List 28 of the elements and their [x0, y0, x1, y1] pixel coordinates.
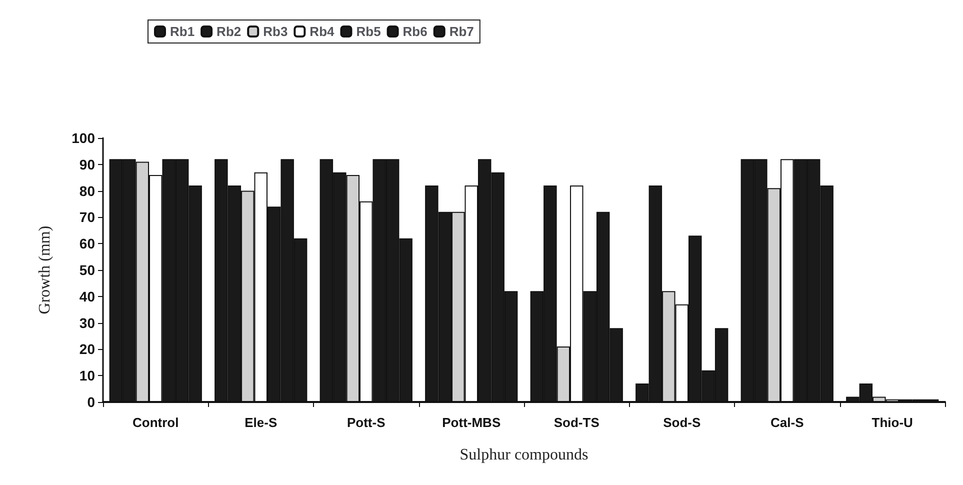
y-tick-label: 40 — [79, 288, 96, 304]
x-tick-label: Sod-S — [663, 415, 701, 430]
x-tick-label: Pott-MBS — [442, 415, 501, 430]
y-tick-label: 100 — [72, 130, 96, 146]
y-tick-label: 20 — [79, 341, 96, 358]
legend-label: Rb6 — [402, 24, 428, 39]
y-tick-label: 10 — [79, 368, 96, 384]
legend-label: Rb7 — [449, 24, 474, 39]
x-axis-title: Sulphur compounds — [460, 446, 588, 464]
x-tick-label: Control — [132, 415, 179, 430]
legend-label: Rb5 — [356, 24, 381, 39]
y-tick-label: 60 — [79, 236, 96, 252]
y-tick-label: 70 — [79, 209, 96, 226]
legend-label: Rb1 — [170, 24, 195, 39]
x-tick-label: Cal-S — [770, 415, 804, 430]
y-tick-label: 50 — [79, 262, 96, 278]
y-tick-label: 0 — [87, 394, 96, 410]
legend-label: Rb4 — [310, 24, 336, 39]
x-tick-label: Sod-TS — [554, 415, 600, 430]
y-tick-label: 30 — [79, 314, 96, 331]
y-axis-title: Growth (mm) — [36, 226, 54, 314]
legend-label: Rb3 — [263, 24, 288, 39]
x-tick-label: Thio-U — [872, 415, 913, 430]
y-tick-label: 90 — [79, 156, 96, 172]
y-tick-label: 80 — [79, 182, 96, 199]
x-tick-label: Pott-S — [346, 415, 386, 430]
legend-label: Rb2 — [216, 24, 242, 39]
x-tick-label: Ele-S — [244, 415, 278, 430]
